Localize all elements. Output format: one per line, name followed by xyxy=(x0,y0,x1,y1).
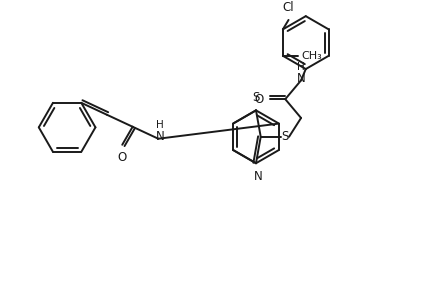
Text: S: S xyxy=(281,130,289,143)
Text: H: H xyxy=(297,62,305,72)
Text: H: H xyxy=(156,120,164,130)
Text: CH₃: CH₃ xyxy=(302,51,322,61)
Text: N: N xyxy=(254,170,262,183)
Text: N: N xyxy=(156,130,165,143)
Text: O: O xyxy=(118,151,127,164)
Text: N: N xyxy=(297,72,305,85)
Text: Cl: Cl xyxy=(283,1,294,14)
Text: O: O xyxy=(254,93,264,106)
Text: S: S xyxy=(252,91,260,104)
